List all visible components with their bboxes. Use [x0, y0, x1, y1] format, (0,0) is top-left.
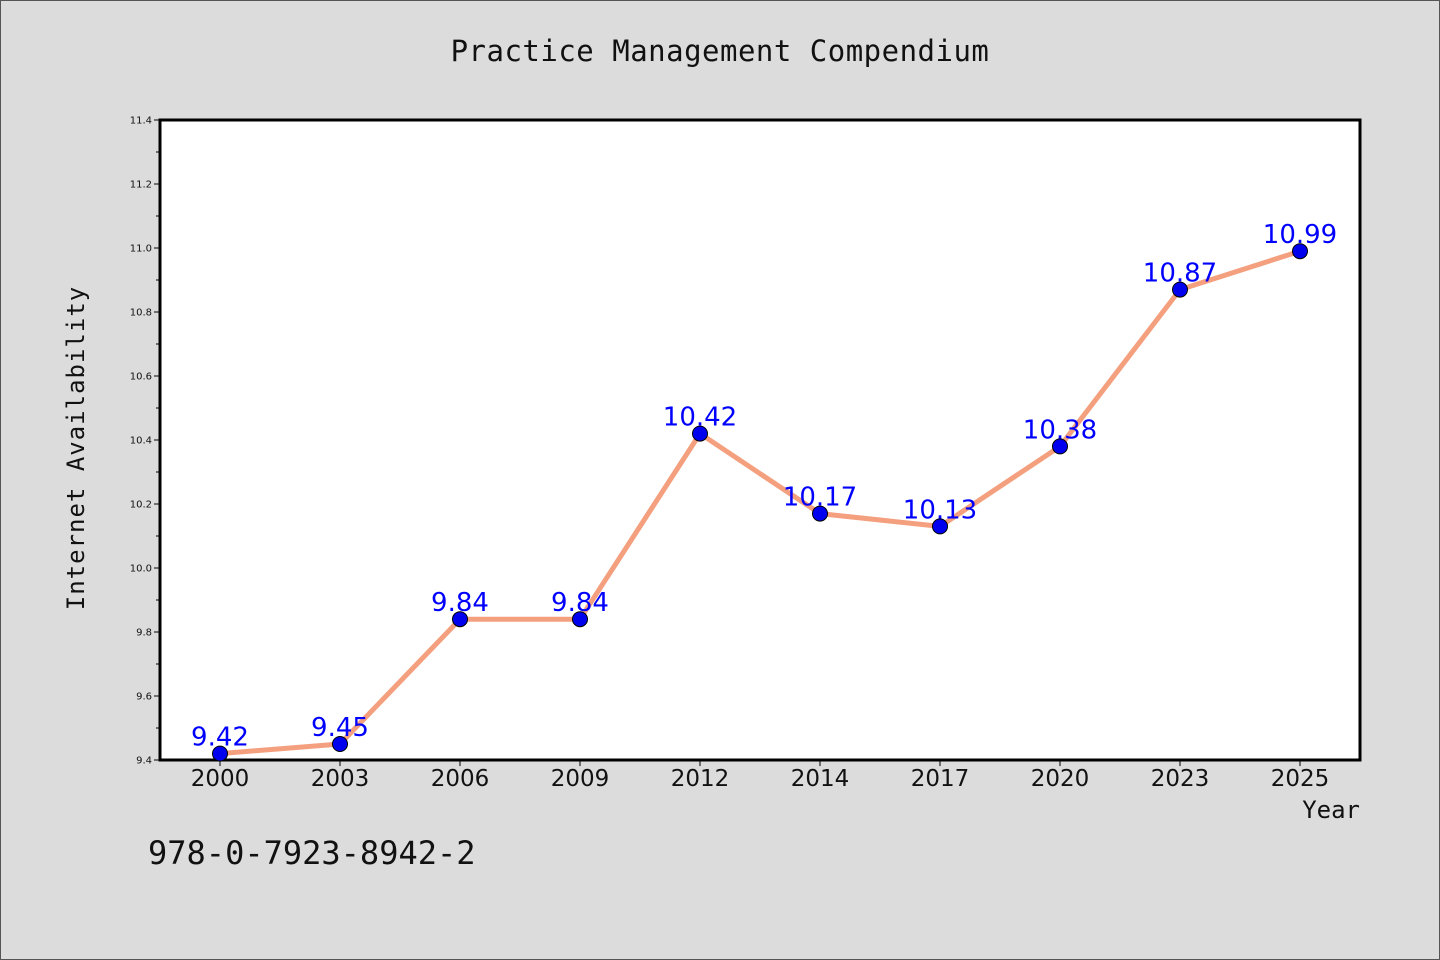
data-label: 9.84 [551, 588, 609, 618]
data-point-marker [932, 518, 948, 535]
isbn-text: 978-0-7923-8942-2 [148, 834, 476, 872]
x-tick-label: 2006 [431, 766, 490, 792]
chart-title: Practice Management Compendium [450, 34, 990, 68]
x-axis-label: Year [1302, 796, 1360, 824]
y-tick-label: 10.4 [130, 436, 152, 447]
y-axis-label: Internet Availability [62, 285, 90, 611]
series-markers-group [212, 243, 1308, 762]
y-tick-label: 10.2 [130, 500, 152, 511]
y-tick-label: 11.0 [130, 244, 152, 255]
x-tick-label: 2003 [311, 766, 370, 792]
data-point-marker [332, 736, 348, 752]
data-label: 10.13 [903, 495, 977, 525]
data-point-marker [1292, 243, 1308, 260]
data-point-marker [812, 505, 828, 522]
y-tick-label: 10.0 [130, 564, 152, 575]
y-tick-label: 9.8 [136, 628, 152, 639]
x-tick-label: 2020 [1031, 766, 1090, 792]
y-tick-label: 10.8 [130, 308, 152, 319]
y-axis: 9.4 9.6 9.8 10.0 10.2 10.4 10.6 10.8 11.0 11.2 11.… [130, 116, 160, 767]
x-tick-label: 2025 [1271, 766, 1330, 792]
plot-area [158, 118, 1362, 762]
data-label: 10.99 [1263, 220, 1337, 250]
y-tick-label: 9.6 [136, 692, 152, 703]
series-line-group [217, 248, 1303, 757]
data-label: 9.84 [431, 588, 489, 618]
x-tick-label: 2009 [551, 766, 610, 792]
data-point-marker [572, 611, 588, 628]
data-label: 10.38 [1023, 415, 1097, 445]
data-label: 10.42 [663, 403, 737, 433]
data-point-marker [212, 745, 228, 762]
y-tick-label: 10.6 [130, 372, 152, 383]
y-tick-label: 9.4 [136, 756, 152, 767]
y-tick-label: 11.2 [130, 180, 152, 191]
data-point-marker [452, 611, 468, 628]
x-tick-label: 2023 [1151, 766, 1210, 792]
series-line [217, 248, 1303, 757]
data-point-marker [1052, 438, 1068, 455]
data-label: 10.87 [1143, 259, 1217, 289]
x-tick-label: 2012 [671, 766, 730, 792]
data-labels-group: 9.42 9.45 9.84 9.84 10.42 10.17 10.13 10.38 10.8… [191, 220, 1337, 752]
data-label: 9.45 [311, 713, 369, 743]
x-tick-label: 2000 [191, 766, 250, 792]
data-label: 9.42 [191, 723, 249, 753]
data-point-marker [692, 425, 708, 442]
x-axis: 2000 2003 2006 2009 2012 2014 2017 2020 2023 2025 [191, 760, 1330, 792]
data-point-marker [1172, 281, 1188, 298]
x-tick-label: 2014 [791, 766, 850, 792]
x-tick-label: 2017 [911, 766, 970, 792]
data-label: 10.17 [783, 483, 857, 513]
y-tick-label: 11.4 [130, 116, 152, 127]
